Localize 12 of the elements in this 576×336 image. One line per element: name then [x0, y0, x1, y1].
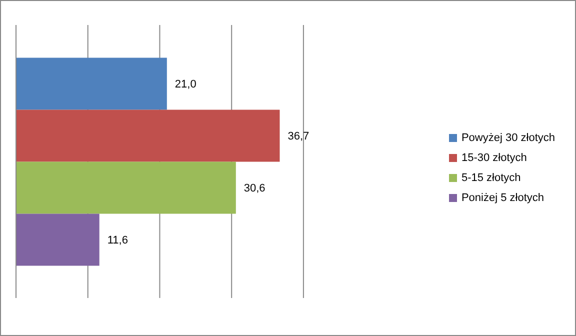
bar [16, 162, 236, 214]
data-label: 21,0 [174, 78, 196, 91]
legend-label: 15-30 złotych [461, 152, 527, 164]
data-label: 30,6 [244, 182, 266, 195]
legend-label: 5-15 złotych [461, 172, 521, 184]
bar [16, 58, 167, 110]
bar [16, 214, 100, 266]
bar [16, 110, 280, 162]
data-label: 11,6 [107, 234, 128, 247]
legend-label: Poniżej 5 złotych [461, 192, 544, 204]
data-label: 36,7 [288, 130, 310, 143]
legend-label: Powyżej 30 złotych [461, 132, 555, 144]
